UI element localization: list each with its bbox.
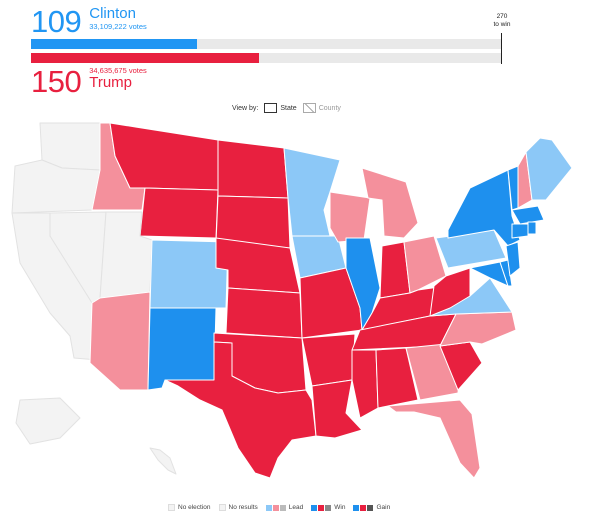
state-nd[interactable] (217, 139, 289, 199)
view-state-option[interactable]: State (264, 103, 297, 113)
win-dem-swatch (311, 504, 318, 511)
trump-ev-bar-track (31, 53, 501, 63)
state-ri[interactable] (527, 221, 537, 235)
state-me[interactable] (525, 137, 573, 201)
win-threshold-label: 270 to win (493, 13, 511, 28)
state-wi[interactable] (329, 191, 371, 243)
gain-rep-swatch (360, 504, 367, 511)
legend-win: Win (311, 504, 345, 511)
no-results-swatch (218, 504, 226, 511)
candidate-trump: 150 Trump 34,635,675 votes (31, 66, 147, 97)
clinton-ev-bar-track (31, 39, 501, 49)
trump-electoral-votes: 150 (31, 64, 82, 99)
state-wv[interactable] (429, 267, 471, 317)
state-nj[interactable] (505, 241, 521, 277)
state-ks[interactable] (225, 287, 303, 339)
view-by-label: View by: (232, 104, 259, 112)
gain-other-swatch (367, 504, 374, 511)
state-mn[interactable] (283, 147, 341, 237)
legend-no-results: No results (218, 504, 258, 511)
state-oh[interactable] (403, 235, 447, 294)
trump-name: Trump (89, 74, 133, 91)
win-rep-swatch (318, 504, 325, 511)
map-legend: No election No results Lead Win Gain (168, 504, 398, 511)
state-ny[interactable] (447, 169, 521, 247)
state-ar[interactable] (301, 333, 356, 387)
view-toggle: View by: State County (232, 103, 347, 113)
legend-lead: Lead (265, 504, 303, 511)
clinton-ev-bar (31, 39, 197, 49)
state-az[interactable] (89, 291, 151, 391)
us-results-map (11, 122, 573, 479)
legend-gain: Gain (353, 504, 390, 511)
view-county-option[interactable]: County (302, 103, 341, 113)
candidate-clinton: 109 Clinton 33,109,222 votes (31, 4, 147, 39)
state-fl[interactable] (387, 399, 481, 479)
no-election-swatch (168, 504, 175, 511)
trump-popular-votes: 34,635,675 votes (89, 66, 147, 75)
state-ms[interactable] (351, 349, 379, 419)
state-nm[interactable] (147, 307, 217, 391)
lead-other-swatch (279, 504, 286, 511)
state-co[interactable] (149, 239, 229, 309)
gain-dem-swatch (353, 504, 360, 511)
state-mi[interactable] (361, 167, 419, 239)
state-tx[interactable] (164, 341, 317, 479)
state-al[interactable] (375, 347, 419, 409)
clinton-name: Clinton (89, 5, 136, 22)
lead-dem-swatch (265, 504, 272, 511)
clinton-electoral-votes: 109 (31, 4, 82, 39)
trump-ev-bar (31, 53, 260, 63)
lead-rep-swatch (272, 504, 279, 511)
state-wy[interactable] (139, 187, 219, 239)
state-ct[interactable] (511, 223, 529, 239)
state-view-icon (264, 103, 278, 113)
clinton-popular-votes: 33,109,222 votes (89, 22, 147, 31)
legend-no-election: No election (168, 504, 211, 511)
state-ak[interactable] (15, 397, 81, 445)
win-threshold-line (501, 33, 502, 64)
win-other-swatch (325, 504, 332, 511)
county-view-icon (302, 103, 316, 113)
state-mt[interactable] (109, 122, 219, 191)
state-pa[interactable] (435, 229, 507, 269)
state-ma[interactable] (511, 205, 545, 225)
state-hi[interactable] (149, 447, 177, 475)
